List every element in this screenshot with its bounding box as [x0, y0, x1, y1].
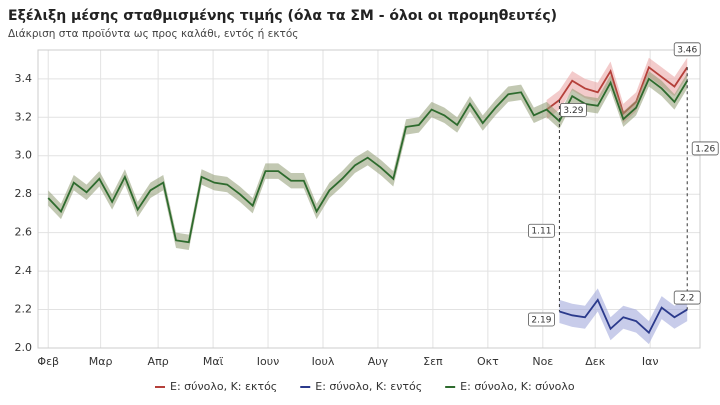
y-tick-label: 2.2 [15, 303, 33, 316]
x-tick-label: Φεβ [37, 355, 59, 368]
difference-label-box [691, 141, 719, 156]
confidence-band [48, 71, 688, 250]
y-tick-label: 2.6 [15, 226, 33, 239]
y-tick-label: 2.8 [15, 187, 33, 200]
series-line [47, 77, 688, 244]
plot-frame [37, 49, 701, 349]
value-label: 2.19 [528, 312, 555, 327]
y-tick-label: 2.4 [15, 264, 33, 277]
y-tick-label: 2.0 [15, 341, 33, 354]
x-tick-label: Μαρ [89, 355, 113, 368]
value-label-box [673, 290, 701, 305]
series-line [546, 65, 688, 116]
x-tick-label: Μαϊ [203, 355, 224, 368]
value-label-box [673, 42, 701, 57]
series-line [559, 298, 688, 335]
y-tick-label: 3.2 [15, 110, 33, 123]
y-tick-label: 3.4 [15, 72, 33, 85]
difference-label: 1.11 [528, 223, 555, 238]
difference-label-text: 1.26 [695, 144, 715, 154]
chart-subtitle: Διάκριση στα προϊόντα ως προς καλάθι, εν… [8, 28, 298, 40]
difference-label: 1.26 [691, 141, 719, 156]
legend-label: Ε: σύνολο, Κ: εκτός [170, 380, 277, 393]
value-label-box [528, 312, 555, 327]
chart-title: Εξέλιξη μέσης σταθμισμένης τιμής (όλα τα… [8, 8, 557, 24]
x-tick-label: Δεκ [585, 355, 605, 368]
value-label: 2.2 [673, 290, 701, 305]
x-tick-label: Ιουλ [312, 355, 335, 368]
x-tick-label: Σεπ [423, 355, 443, 368]
x-tick-label: Οκτ [477, 355, 499, 368]
confidence-band [559, 288, 688, 345]
value-label-text: 3.29 [563, 106, 583, 116]
value-label-text: 2.2 [680, 294, 694, 304]
value-label: 3.46 [673, 42, 701, 57]
value-label-text: 2.19 [531, 315, 551, 325]
x-tick-label: Αυγ [368, 355, 389, 368]
value-label-text: 3.46 [677, 45, 697, 55]
value-label-box [560, 103, 587, 117]
x-tick-label: Απρ [148, 355, 169, 368]
x-tick-label: Νοε [532, 355, 553, 368]
legend-label: Ε: σύνολο, Κ: σύνολο [460, 380, 575, 393]
legend-label: Ε: σύνολο, Κ: εντός [315, 380, 422, 393]
x-tick-label: Ιουν [257, 355, 279, 368]
difference-label-text: 1.11 [531, 227, 551, 237]
x-tick-label: Ιαν [642, 355, 659, 368]
y-tick-label: 3.0 [15, 149, 33, 162]
difference-label-box [528, 223, 555, 238]
value-label: 3.29 [560, 103, 587, 117]
